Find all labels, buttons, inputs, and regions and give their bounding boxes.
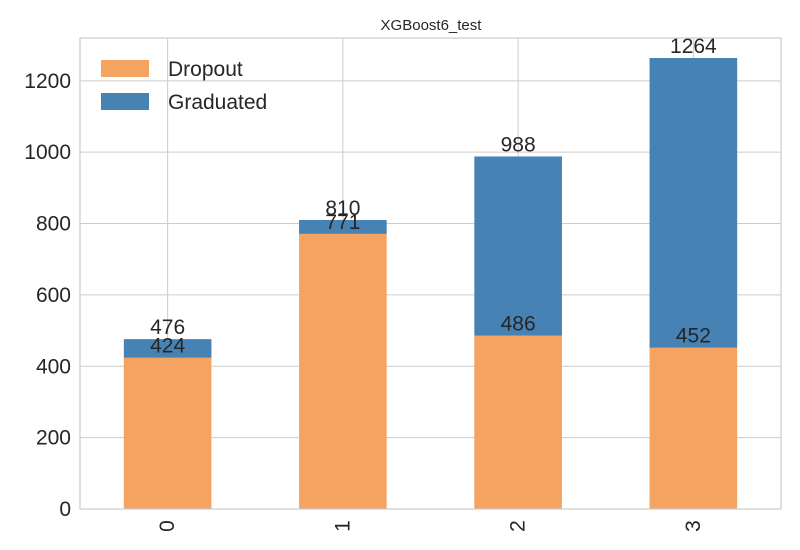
legend-label-dropout: Dropout xyxy=(168,58,243,81)
bar-dropout xyxy=(299,233,387,509)
data-label-graduated: 1264 xyxy=(670,35,717,58)
x-tick-label: 3 xyxy=(682,520,705,532)
bar-dropout xyxy=(123,357,212,509)
y-tick-label: 600 xyxy=(36,284,71,307)
legend-label-graduated: Graduated xyxy=(168,91,267,114)
y-tick-label: 1000 xyxy=(24,141,71,164)
data-label-dropout: 771 xyxy=(325,211,360,234)
y-axis: 0 200 400 600 800 1000 1200 xyxy=(24,70,71,521)
bar-graduated xyxy=(474,156,562,336)
data-label-dropout: 486 xyxy=(501,313,536,336)
y-tick-label: 1200 xyxy=(24,70,71,93)
data-label-graduated: 810 xyxy=(325,197,360,220)
data-label-dropout: 452 xyxy=(676,325,711,348)
bar-graduated xyxy=(649,57,738,348)
data-labels: 424 771 486 452 476 810 988 1264 xyxy=(150,35,717,358)
bar-graduated xyxy=(299,219,387,234)
data-label-graduated: 988 xyxy=(501,133,536,156)
y-tick-label: 0 xyxy=(59,498,71,521)
legend: Dropout Graduated xyxy=(101,58,267,114)
bar-dropout xyxy=(474,335,562,509)
y-tick-label: 400 xyxy=(36,355,71,378)
data-label-dropout: 424 xyxy=(150,335,185,358)
y-tick-label: 200 xyxy=(36,427,71,450)
legend-swatch-dropout xyxy=(101,60,149,77)
chart-title: XGBoost6_test xyxy=(381,17,483,34)
plot-frame xyxy=(79,37,782,510)
legend-swatch-graduated xyxy=(101,93,149,110)
x-tick-label: 1 xyxy=(331,520,354,532)
bars xyxy=(123,57,738,509)
bar-dropout xyxy=(649,347,738,509)
x-tick-label: 2 xyxy=(507,520,530,532)
x-axis: 0 1 2 3 xyxy=(156,520,705,532)
x-tick-label: 0 xyxy=(156,520,179,532)
y-tick-label: 800 xyxy=(36,213,71,236)
data-label-graduated: 476 xyxy=(150,316,185,339)
bar-graduated xyxy=(123,339,212,358)
